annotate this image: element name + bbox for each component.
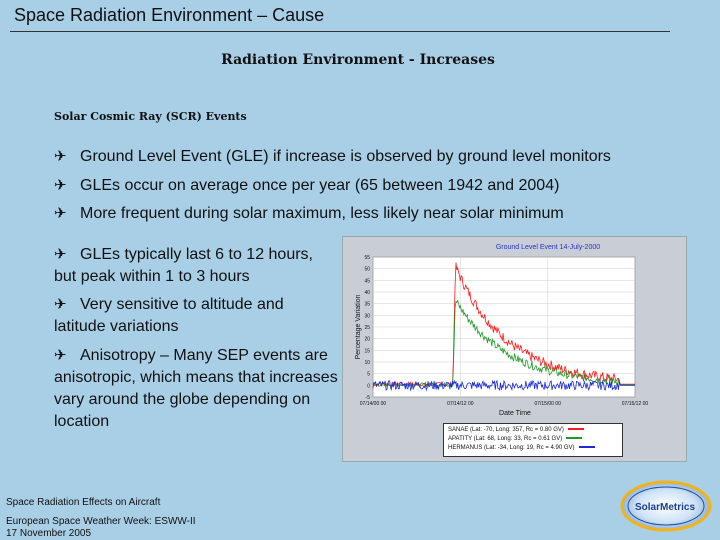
gle-chart: Ground Level Event 14-July-2000 Percenta… xyxy=(342,236,687,462)
bullet-text: More frequent during solar maximum, less… xyxy=(80,205,564,222)
footer-line-2: European Space Weather Week: ESWW-II xyxy=(6,516,196,527)
y-tick-label: 35 xyxy=(364,302,370,308)
bullet-item: ✈ Anisotropy – Many SEP events are anisot… xyxy=(54,345,339,433)
y-tick-label: 15 xyxy=(364,348,370,354)
plane-bullet-icon: ✈ xyxy=(54,246,67,263)
chart-legend: SANAE (Lat: -70, Long: 357, Rc = 0.80 GV… xyxy=(443,423,623,457)
y-tick-label: 55 xyxy=(364,255,370,261)
series-line xyxy=(372,262,635,387)
bullet-text: GLEs occur on average once per year (65 … xyxy=(80,177,560,194)
legend-entry: APATITY (Lat: 68, Long: 33, Rc = 0.61 GV… xyxy=(448,436,622,442)
header-divider xyxy=(10,31,670,32)
legend-label: SANAE (Lat: -70, Long: 357, Rc = 0.80 GV… xyxy=(448,427,564,433)
bullet-item: ✈ GLEs typically last 6 to 12 hours, but … xyxy=(54,244,339,288)
y-tick-label: 30 xyxy=(364,313,370,319)
bullet-item: ✈ Ground Level Event (GLE) if increase is… xyxy=(54,146,611,168)
footer-line-1: Space Radiation Effects on Aircraft xyxy=(6,497,161,508)
plane-bullet-icon: ✈ xyxy=(54,296,67,313)
bullet-text: Anisotropy – Many SEP events are anisotr… xyxy=(54,347,338,430)
solarmetrics-logo-icon: SolarMetrics xyxy=(620,480,712,532)
y-tick-label: -5 xyxy=(366,395,371,401)
slide-subtitle: Radiation Environment - Increases xyxy=(221,52,495,68)
legend-swatch xyxy=(567,428,584,431)
y-tick-label: 20 xyxy=(364,337,370,343)
y-tick-label: 0 xyxy=(367,383,370,389)
y-tick-label: 5 xyxy=(367,372,370,378)
x-tick-label: 07/14/00 00 xyxy=(360,401,387,407)
y-tick-label: 10 xyxy=(364,360,370,366)
legend-swatch xyxy=(566,437,583,440)
logo-text: SolarMetrics xyxy=(635,502,695,513)
legend-label: APATITY (Lat: 68, Long: 33, Rc = 0.61 GV… xyxy=(448,436,563,442)
chart-x-axis-label: Date Time xyxy=(499,410,531,417)
footer-line-3: 17 November 2005 xyxy=(6,528,92,539)
legend-entry: SANAE (Lat: -70, Long: 357, Rc = 0.80 GV… xyxy=(448,427,622,433)
chart-title: Ground Level Event 14-July-2000 xyxy=(496,244,600,251)
solarmetrics-logo: SolarMetrics xyxy=(618,476,714,532)
slide-header-title: Space Radiation Environment – Cause xyxy=(14,5,325,25)
x-tick-label: 07/15/12 00 xyxy=(622,401,649,407)
y-tick-label: 50 xyxy=(364,267,370,273)
y-tick-label: 25 xyxy=(364,325,370,331)
bullet-item: ✈ Very sensitive to altitude and latitude… xyxy=(54,294,339,338)
legend-entry: HERMANUS (Lat: -34, Long: 19, Rc = 4.90 … xyxy=(448,445,622,451)
bullet-text: Very sensitive to altitude and latitude … xyxy=(54,296,284,335)
bullet-item: ✈ More frequent during solar maximum, les… xyxy=(54,203,564,225)
x-tick-label: 07/14/12 00 xyxy=(447,401,474,407)
y-tick-label: 45 xyxy=(364,278,370,284)
plane-bullet-icon: ✈ xyxy=(54,177,67,194)
plane-bullet-icon: ✈ xyxy=(54,148,67,165)
bullet-item: ✈ GLEs occur on average once per year (65… xyxy=(54,175,559,197)
gle-chart-svg: Ground Level Event 14-July-2000 Percenta… xyxy=(355,244,649,417)
y-tick-label: 40 xyxy=(364,290,370,296)
bullet-text: Ground Level Event (GLE) if increase is … xyxy=(80,148,611,165)
series-line xyxy=(372,379,635,392)
plane-bullet-icon: ✈ xyxy=(54,205,67,222)
x-tick-label: 07/15/00 00 xyxy=(534,401,561,407)
legend-swatch xyxy=(578,446,595,449)
legend-label: HERMANUS (Lat: -34, Long: 19, Rc = 4.90 … xyxy=(448,445,575,451)
bullet-text: GLEs typically last 6 to 12 hours, but p… xyxy=(54,246,313,285)
section-heading: Solar Cosmic Ray (SCR) Events xyxy=(54,110,247,123)
plane-bullet-icon: ✈ xyxy=(54,347,67,364)
chart-y-axis-label: Percentage Variation xyxy=(355,294,362,359)
